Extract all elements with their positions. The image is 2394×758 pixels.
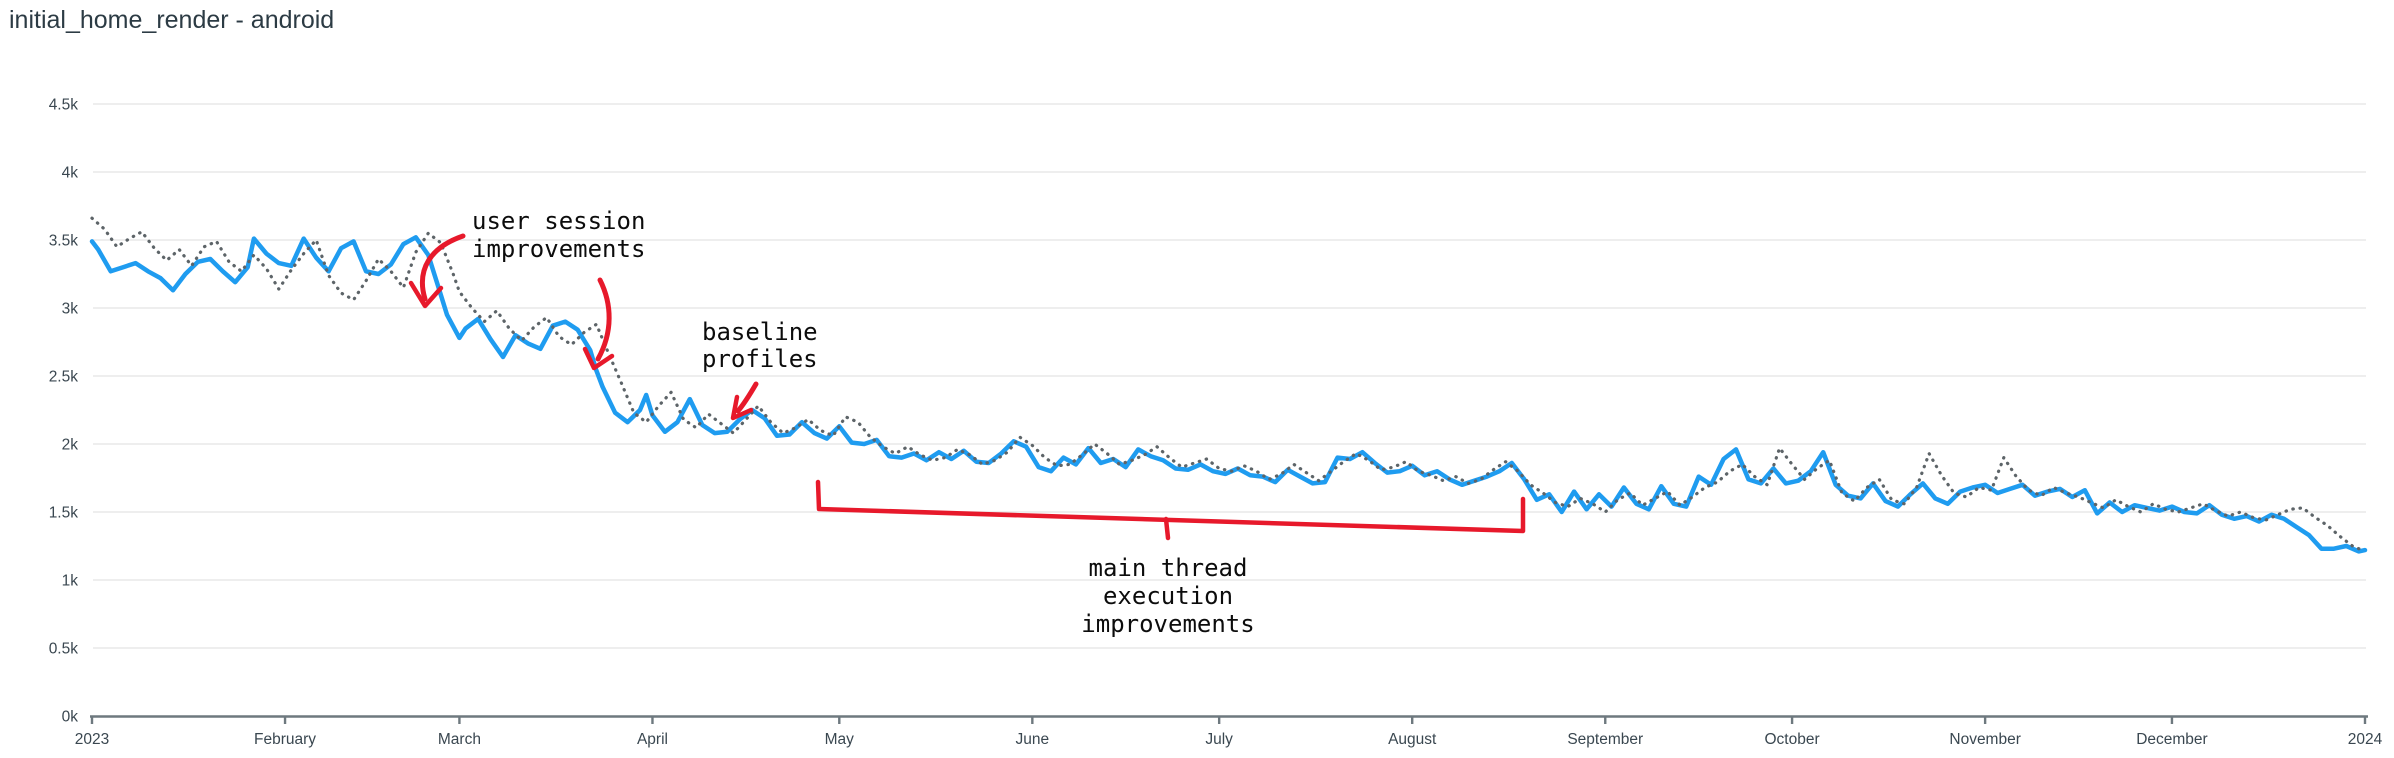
x-tick-label: 2023 [75, 731, 109, 748]
x-tick-label: July [1205, 731, 1233, 748]
annotation-text-user-session: user session improvements [472, 207, 645, 263]
red-arrow-user-session-1 [419, 233, 466, 302]
y-tick-label: 0.5k [49, 641, 79, 658]
red-arrow-baseline-profiles [735, 381, 759, 414]
y-tick-label: 4k [62, 165, 79, 182]
y-tick-label: 1k [62, 573, 79, 590]
x-tick-label: 2024 [2348, 731, 2383, 748]
red-bracket-main-thread [815, 479, 1526, 534]
red-bracket-tick-main-thread [1163, 516, 1171, 541]
y-tick-label: 3k [62, 301, 79, 318]
x-tick-label: March [438, 731, 481, 748]
x-tick-label: November [1949, 731, 2021, 748]
x-tick-label: June [1016, 731, 1050, 748]
x-tick-label: February [254, 731, 316, 748]
red-arrow-user-session-2 [595, 277, 612, 362]
x-tick-label: May [825, 731, 855, 748]
y-tick-label: 1.5k [49, 505, 79, 522]
x-tick-label: September [1567, 731, 1643, 748]
x-tick-label: December [2136, 731, 2208, 748]
series-line-dotted_gray[interactable] [90, 216, 2367, 554]
annotation-text-baseline-profiles: baseline profiles [702, 318, 818, 373]
x-tick-label: August [1388, 731, 1437, 748]
x-tick-label: April [637, 731, 668, 748]
y-tick-label: 2.5k [49, 369, 79, 386]
annotation-text-main-thread: main thread execution improvements [1081, 554, 1254, 638]
red-arrowhead-user-session-2 [582, 346, 615, 371]
y-tick-label: 0k [62, 709, 79, 726]
y-tick-label: 3.5k [49, 233, 79, 250]
page-title: initial_home_render - android [9, 6, 335, 34]
x-tick-label: October [1765, 731, 1820, 748]
y-tick-label: 2k [62, 437, 79, 454]
series-line-solid_blue[interactable] [89, 235, 2368, 554]
red-arrowhead-user-session-1 [408, 280, 444, 309]
y-tick-label: 4.5k [49, 97, 79, 114]
red-arrowhead-baseline-profiles [730, 394, 754, 421]
